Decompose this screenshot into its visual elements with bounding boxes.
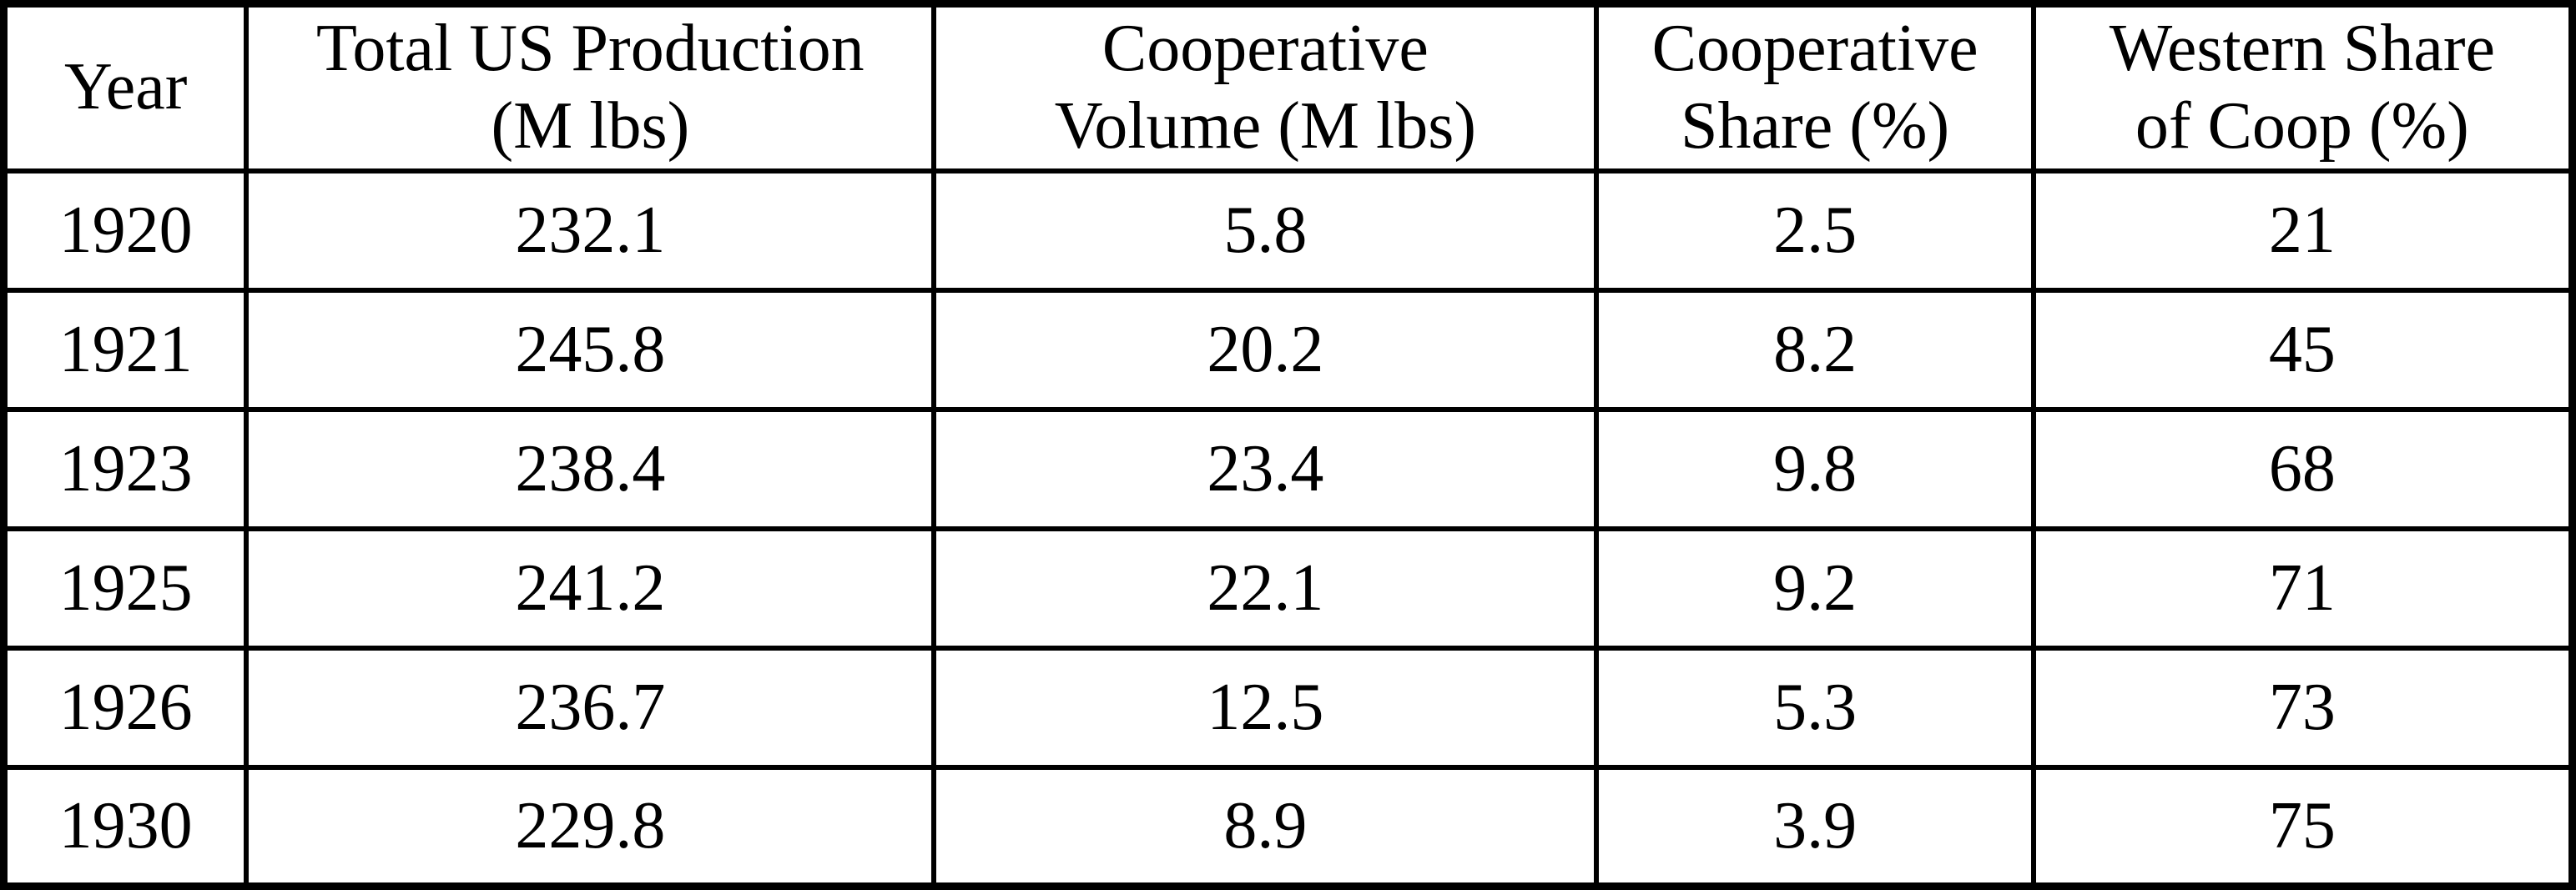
table-row: 1923 238.4 23.4 9.8 68 <box>1 406 2575 531</box>
year-cell: 1921 <box>1 287 250 412</box>
total-production-cell: 229.8 <box>244 764 937 889</box>
table-row: 1926 236.7 12.5 5.3 73 <box>1 645 2575 770</box>
total-production-cell: 241.2 <box>244 525 937 651</box>
year-cell: 1920 <box>1 168 250 293</box>
coop-share-cell: 8.2 <box>1594 287 2036 412</box>
coop-volume-cell: 20.2 <box>931 287 1600 412</box>
table-row: 1921 245.8 20.2 8.2 45 <box>1 287 2575 412</box>
year-cell: 1926 <box>1 645 250 770</box>
western-share-cell: 75 <box>2030 764 2575 889</box>
table-row: 1925 241.2 22.1 9.2 71 <box>1 525 2575 651</box>
western-share-cell: 71 <box>2030 525 2575 651</box>
western-share-cell: 21 <box>2030 168 2575 293</box>
year-cell: 1930 <box>1 764 250 889</box>
coop-volume-cell: 12.5 <box>931 645 1600 770</box>
coop-volume-cell: 8.9 <box>931 764 1600 889</box>
header-western-share-of-coop: Western Share of Coop (%) <box>2030 1 2575 173</box>
coop-volume-cell: 5.8 <box>931 168 1600 293</box>
coop-share-cell: 5.3 <box>1594 645 2036 770</box>
total-production-cell: 245.8 <box>244 287 937 412</box>
western-share-cell: 68 <box>2030 406 2575 531</box>
header-row: Year Total US Production (M lbs) Coopera… <box>1 1 2575 173</box>
western-share-cell: 73 <box>2030 645 2575 770</box>
year-cell: 1923 <box>1 406 250 531</box>
coop-share-cell: 9.2 <box>1594 525 2036 651</box>
header-cooperative-share: Cooperative Share (%) <box>1594 1 2036 173</box>
coop-volume-cell: 23.4 <box>931 406 1600 531</box>
coop-volume-cell: 22.1 <box>931 525 1600 651</box>
table-row: 1920 232.1 5.8 2.5 21 <box>1 168 2575 293</box>
coop-share-cell: 3.9 <box>1594 764 2036 889</box>
total-production-cell: 236.7 <box>244 645 937 770</box>
total-production-cell: 232.1 <box>244 168 937 293</box>
total-production-cell: 238.4 <box>244 406 937 531</box>
year-cell: 1925 <box>1 525 250 651</box>
coop-share-cell: 9.8 <box>1594 406 2036 531</box>
header-year: Year <box>1 1 250 173</box>
western-share-cell: 45 <box>2030 287 2575 412</box>
header-total-us-production: Total US Production (M lbs) <box>244 1 937 173</box>
coop-share-cell: 2.5 <box>1594 168 2036 293</box>
table-row: 1930 229.8 8.9 3.9 75 <box>1 764 2575 889</box>
header-cooperative-volume: Cooperative Volume (M lbs) <box>931 1 1600 173</box>
